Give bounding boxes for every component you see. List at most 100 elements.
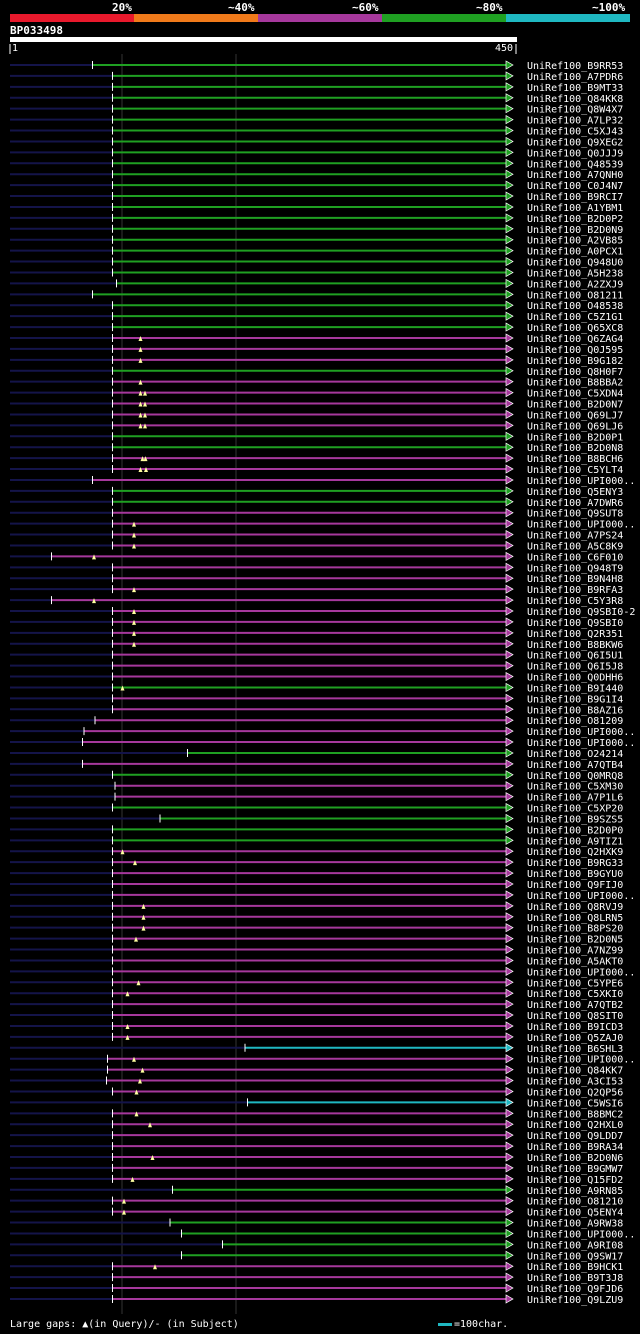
hit-label[interactable]: UniRef100_UPI000..	[527, 520, 635, 531]
hit-row[interactable]: UniRef100_C5XP20	[10, 802, 623, 815]
hit-row[interactable]: UniRef100_Q5ENY4	[10, 1206, 623, 1219]
hit-row[interactable]: UniRef100_O81210	[10, 1196, 623, 1208]
hit-row[interactable]: UniRef100_Q9SW17	[10, 1250, 623, 1262]
hit-label[interactable]: UniRef100_UPI000..	[527, 1229, 635, 1240]
hit-row[interactable]: UniRef100_A7P1L6	[10, 792, 623, 804]
hit-row[interactable]: UniRef100_B2D0P1	[10, 431, 623, 443]
hit-label[interactable]: UniRef100_O24214	[527, 749, 623, 760]
hit-label[interactable]: UniRef100_B8BMC2	[527, 1109, 623, 1120]
hit-label[interactable]: UniRef100_B9RCI7	[527, 192, 623, 203]
hit-row[interactable]: UniRef100_Q6I5J8	[10, 660, 623, 673]
hit-row[interactable]: UniRef100_Q84KK8	[10, 93, 623, 105]
hit-label[interactable]: UniRef100_B2D0N8	[527, 443, 623, 454]
hit-label[interactable]: UniRef100_B2D0P1	[527, 432, 623, 443]
hit-label[interactable]: UniRef100_B9RG33	[527, 858, 623, 869]
hit-row[interactable]: UniRef100_B8BMC2	[10, 1108, 623, 1120]
hit-label[interactable]: UniRef100_C5YLT4	[527, 465, 623, 476]
hit-row[interactable]: UniRef100_Q8W4X7	[10, 104, 623, 116]
hit-label[interactable]: UniRef100_O81210	[527, 1197, 623, 1208]
hit-row[interactable]: UniRef100_Q5ZAJ0	[10, 1032, 623, 1044]
hit-row[interactable]: UniRef100_Q2R351	[10, 628, 623, 640]
hit-label[interactable]: UniRef100_B8AZ16	[527, 705, 623, 716]
hit-row[interactable]: UniRef100_Q9SBI0	[10, 617, 623, 629]
hit-label[interactable]: UniRef100_A9RI08	[527, 1240, 623, 1251]
hit-row[interactable]: UniRef100_B2D0N8	[10, 442, 623, 454]
hit-row[interactable]: UniRef100_Q2QP56	[10, 1086, 623, 1098]
hit-row[interactable]: UniRef100_B2D0P2	[10, 213, 623, 225]
hit-label[interactable]: UniRef100_Q15FD2	[527, 1175, 623, 1186]
hit-row[interactable]: UniRef100_B2D0N5	[10, 933, 623, 946]
hit-label[interactable]: UniRef100_Q2HXK9	[527, 847, 623, 858]
hit-row[interactable]: UniRef100_A2VB85	[10, 235, 623, 247]
hit-label[interactable]: UniRef100_A7DWR6	[527, 498, 623, 509]
hit-label[interactable]: UniRef100_Q948U0	[527, 258, 623, 269]
hit-label[interactable]: UniRef100_A7QTB4	[527, 760, 623, 771]
hit-label[interactable]: UniRef100_B8PS20	[527, 924, 623, 935]
hit-row[interactable]: UniRef100_UPI000..	[10, 726, 635, 738]
hit-row[interactable]: UniRef100_Q9LZU9	[10, 1294, 623, 1306]
hit-row[interactable]: UniRef100_C5XDN4	[10, 387, 623, 400]
hit-label[interactable]: UniRef100_Q69LJ7	[527, 410, 623, 421]
hit-label[interactable]: UniRef100_Q5ENY3	[527, 487, 623, 498]
hit-row[interactable]: UniRef100_O81211	[10, 289, 623, 301]
hit-row[interactable]: UniRef100_A0PCX1	[10, 246, 623, 258]
hit-row[interactable]: UniRef100_B9RFA3	[10, 584, 623, 596]
hit-label[interactable]: UniRef100_A7QNH0	[527, 170, 623, 181]
hit-label[interactable]: UniRef100_B9HCK1	[527, 1262, 623, 1273]
hit-label[interactable]: UniRef100_Q0J595	[527, 345, 623, 356]
hit-label[interactable]: UniRef100_A7PS24	[527, 531, 623, 542]
hit-label[interactable]: UniRef100_Q9SW17	[527, 1251, 623, 1262]
hit-row[interactable]: UniRef100_B2D0N7	[10, 398, 623, 411]
hit-label[interactable]: UniRef100_C5Z1G1	[527, 312, 623, 323]
hit-row[interactable]: UniRef100_C5XKI0	[10, 988, 623, 1000]
hit-label[interactable]: UniRef100_Q9LZU9	[527, 1295, 623, 1306]
hit-label[interactable]: UniRef100_A5C8K9	[527, 541, 623, 552]
hit-row[interactable]: UniRef100_O81209	[10, 715, 623, 727]
hit-row[interactable]: UniRef100_C5YLT4	[10, 464, 623, 476]
hit-label[interactable]: UniRef100_Q948T9	[527, 563, 623, 574]
hit-row[interactable]: UniRef100_B9HCK1	[10, 1261, 623, 1273]
hit-label[interactable]: UniRef100_A1YBM1	[527, 203, 623, 214]
hit-row[interactable]: UniRef100_C5Z1G1	[10, 311, 623, 323]
hit-label[interactable]: UniRef100_Q9LDD7	[527, 1131, 623, 1142]
hit-label[interactable]: UniRef100_Q8H0F7	[527, 367, 623, 378]
hit-label[interactable]: UniRef100_Q2R351	[527, 629, 623, 640]
hit-label[interactable]: UniRef100_Q0JJJ9	[527, 148, 623, 159]
hit-row[interactable]: UniRef100_UPI000..	[10, 737, 635, 749]
hit-row[interactable]: UniRef100_Q5ENY3	[10, 486, 623, 498]
hit-row[interactable]: UniRef100_Q48539	[10, 158, 623, 170]
hit-label[interactable]: UniRef100_UPI000..	[527, 891, 635, 902]
hit-label[interactable]: UniRef100_B8BBA2	[527, 378, 623, 389]
hit-row[interactable]: UniRef100_Q8RVJ9	[10, 901, 623, 913]
hit-label[interactable]: UniRef100_B2D0N6	[527, 1153, 623, 1164]
hit-row[interactable]: UniRef100_Q2HXK9	[10, 846, 623, 858]
hit-label[interactable]: UniRef100_Q65XC8	[527, 323, 623, 334]
hit-label[interactable]: UniRef100_C5YPE6	[527, 978, 623, 989]
hit-row[interactable]: UniRef100_Q948T9	[10, 562, 623, 574]
hit-label[interactable]: UniRef100_B9T3J8	[527, 1273, 623, 1284]
hit-row[interactable]: UniRef100_O24214	[10, 748, 623, 760]
hit-label[interactable]: UniRef100_B9SZS5	[527, 814, 623, 825]
hit-row[interactable]: UniRef100_B9T3J8	[10, 1272, 623, 1284]
hit-row[interactable]: UniRef100_A5C8K9	[10, 540, 623, 552]
hit-row[interactable]: UniRef100_Q0DHH6	[10, 671, 623, 684]
hit-row[interactable]: UniRef100_C5Y3R8	[10, 595, 623, 607]
hit-label[interactable]: UniRef100_A2VB85	[527, 236, 623, 247]
hit-row[interactable]: UniRef100_A5H238	[10, 267, 623, 279]
hit-label[interactable]: UniRef100_C5XKI0	[527, 989, 623, 1000]
hit-label[interactable]: UniRef100_C5WSI6	[527, 1098, 623, 1109]
hit-label[interactable]: UniRef100_Q0DHH6	[527, 673, 623, 684]
hit-label[interactable]: UniRef100_A7LP32	[527, 116, 623, 127]
hit-row[interactable]: UniRef100_B2D0N6	[10, 1152, 623, 1164]
hit-row[interactable]: UniRef100_B8PS20	[10, 923, 623, 935]
hit-label[interactable]: UniRef100_Q8LRN5	[527, 913, 623, 924]
hit-label[interactable]: UniRef100_Q9FJD6	[527, 1284, 623, 1295]
hit-label[interactable]: UniRef100_A2ZXJ9	[527, 279, 623, 290]
hit-row[interactable]: UniRef100_B9ICD3	[10, 1021, 623, 1033]
hit-label[interactable]: UniRef100_C5XM30	[527, 782, 623, 793]
hit-label[interactable]: UniRef100_A9RN85	[527, 1186, 623, 1197]
hit-label[interactable]: UniRef100_Q48539	[527, 159, 623, 170]
hit-row[interactable]: UniRef100_UPI000..	[10, 1228, 635, 1240]
hit-label[interactable]: UniRef100_UPI000..	[527, 1055, 635, 1066]
hit-row[interactable]: UniRef100_Q15FD2	[10, 1174, 623, 1186]
